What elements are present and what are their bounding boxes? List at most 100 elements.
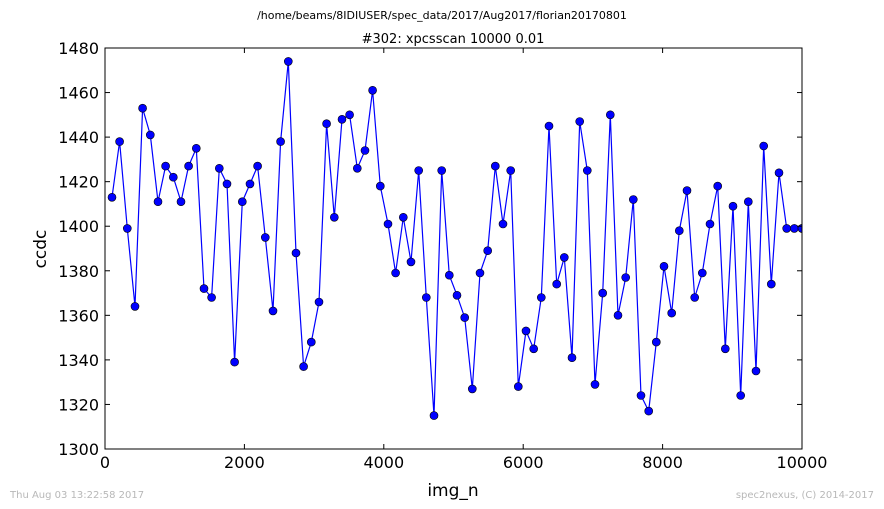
data-point: [398, 213, 408, 222]
data-point: [690, 293, 700, 302]
data-point: [651, 337, 661, 347]
x-tick-label: 0: [100, 453, 110, 472]
data-point: [291, 248, 301, 258]
data-point: [322, 119, 331, 128]
y-tick-label: 1440: [58, 128, 99, 147]
data-point: [513, 382, 523, 391]
data-point: [268, 306, 278, 316]
data-point: [728, 201, 738, 211]
data-point: [238, 197, 247, 206]
data-point: [176, 197, 186, 206]
data-point: [774, 168, 784, 178]
data-point: [636, 391, 646, 400]
data-point: [621, 273, 631, 282]
chart-suptitle: /home/beams/8IDIUSER/spec_data/2017/Aug2…: [257, 9, 627, 22]
data-point: [736, 391, 746, 400]
y-tick-label: 1360: [58, 306, 99, 325]
y-tick-label: 1380: [58, 262, 99, 281]
plot-area: [107, 57, 802, 420]
data-point: [314, 297, 324, 307]
x-tick-label: 8000: [642, 453, 683, 472]
data-point: [567, 353, 577, 363]
x-tick-label: 4000: [363, 453, 404, 472]
x-axis: 0 2000 4000 6000 8000 10000: [100, 48, 828, 472]
y-tick-label: 1340: [58, 351, 99, 370]
data-point: [759, 141, 769, 151]
data-point: [506, 166, 516, 175]
data-point: [697, 268, 707, 278]
data-point: [345, 110, 354, 120]
x-tick-label: 10000: [777, 453, 828, 472]
data-point: [306, 337, 316, 347]
data-point: [146, 130, 155, 140]
data-point: [544, 121, 554, 131]
data-point: [215, 164, 224, 173]
data-point: [613, 310, 623, 320]
data-point: [222, 179, 232, 189]
data-point: [782, 224, 792, 233]
data-point: [161, 161, 170, 171]
data-point: [490, 161, 500, 171]
data-point: [720, 344, 730, 354]
data-point: [437, 166, 447, 175]
data-point: [483, 246, 493, 255]
data-point: [559, 253, 569, 262]
data-point: [659, 261, 669, 271]
data-point: [360, 146, 370, 155]
data-point: [329, 213, 339, 222]
data-point: [352, 164, 362, 173]
y-tick-label: 1400: [58, 217, 99, 236]
y-tick-label: 1300: [58, 440, 99, 459]
data-point: [475, 268, 485, 278]
data-point: [184, 161, 193, 171]
data-point: [421, 293, 431, 302]
data-point: [414, 166, 424, 175]
y-axis: 1300 1320 1340 1360 1380 1400 1420 1440 1460 1480: [58, 39, 802, 459]
data-point: [138, 103, 147, 113]
data-point: [582, 166, 592, 175]
data-point: [452, 290, 462, 300]
data-point: [751, 366, 761, 376]
data-point: [598, 288, 608, 298]
data-point: [429, 411, 439, 420]
data-point: [245, 179, 255, 189]
data-point: [766, 279, 776, 289]
data-point: [444, 270, 454, 280]
data-point: [529, 344, 539, 354]
x-axis-label: img_n: [427, 481, 478, 501]
data-point: [644, 406, 654, 416]
data-point: [743, 197, 753, 206]
data-point: [713, 181, 723, 191]
data-point: [406, 257, 416, 267]
data-point: [299, 362, 308, 371]
data-point: [536, 293, 546, 302]
data-point: [674, 226, 684, 235]
data-point: [391, 268, 400, 278]
x-tick-label: 6000: [503, 453, 544, 472]
data-point: [460, 313, 470, 322]
data-point: [107, 193, 117, 202]
data-point: [552, 279, 562, 289]
data-point: [207, 293, 216, 302]
data-point: [199, 284, 209, 293]
plot-frame: [104, 47, 803, 450]
x-tick-label: 2000: [224, 453, 265, 472]
data-point: [705, 219, 715, 229]
footer-timestamp: Thu Aug 03 13:22:58 2017: [10, 490, 145, 501]
data-point: [383, 219, 393, 229]
data-point: [260, 233, 270, 242]
data-point: [605, 110, 615, 120]
data-point: [789, 224, 799, 233]
data-point: [276, 137, 285, 146]
data-point: [575, 117, 585, 126]
data-point: [368, 86, 377, 95]
data-point: [123, 224, 132, 233]
data-point: [153, 197, 163, 206]
data-point: [467, 384, 477, 394]
y-tick-label: 1320: [58, 395, 99, 414]
chart-title: #302: xpcsscan 10000 0.01: [362, 32, 545, 47]
data-point: [169, 172, 178, 182]
y-tick-label: 1460: [58, 84, 99, 103]
data-point: [130, 302, 140, 311]
